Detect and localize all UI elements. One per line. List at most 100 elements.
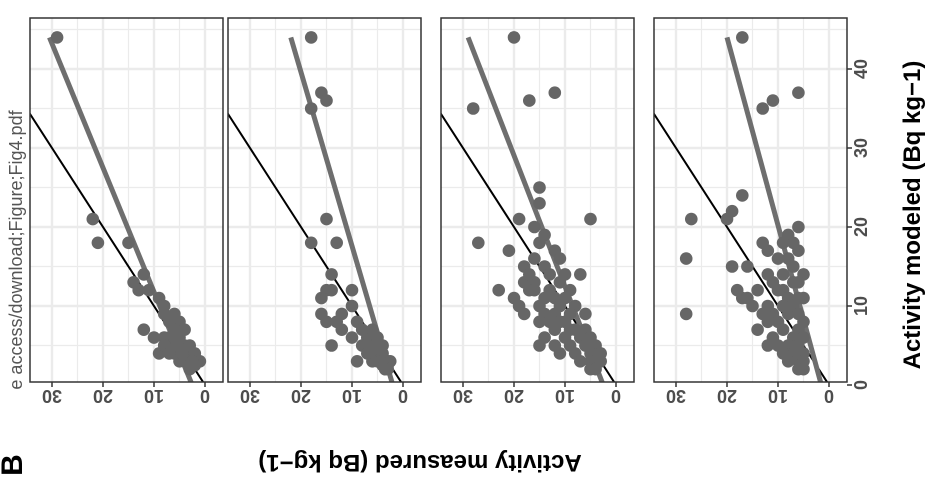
data-point — [507, 31, 521, 44]
data-point — [325, 283, 338, 297]
data-point — [553, 252, 567, 265]
data-point — [502, 244, 516, 257]
panel-background — [654, 18, 847, 382]
y-tick-label: 10 — [144, 386, 164, 406]
data-point — [523, 94, 536, 107]
data-point — [543, 268, 556, 281]
data-point — [163, 347, 176, 360]
data-point — [776, 323, 790, 337]
panel-border — [29, 17, 224, 383]
x-tick-label: 0 — [851, 380, 871, 390]
y-tick-label: 30 — [240, 386, 260, 406]
panel-plot-area — [30, 18, 223, 382]
data-point — [528, 252, 541, 265]
data-point — [766, 94, 780, 107]
y-tick-label: 20 — [291, 386, 311, 406]
data-point — [634, 244, 647, 257]
data-point — [771, 283, 785, 297]
y-axis-title: Activity measured (Bq kg−1) — [258, 449, 581, 476]
panel-border — [227, 17, 422, 383]
data-point — [736, 189, 749, 202]
panel-4: 0 10 20 30 — [634, 17, 848, 406]
data-point — [797, 362, 810, 376]
data-point — [761, 339, 775, 352]
y-tick-label: 30 — [453, 386, 473, 406]
data-point — [320, 315, 333, 329]
data-point — [679, 307, 693, 321]
data-point — [361, 347, 374, 360]
panel-plot-area — [634, 18, 847, 382]
data-point — [720, 212, 734, 226]
panel-3: 0 10 20 30 — [440, 17, 635, 406]
y-tick-label: 0 — [200, 386, 210, 406]
y-tick-label: 10 — [342, 386, 362, 406]
data-point — [304, 102, 318, 115]
data-point — [132, 283, 145, 297]
data-point — [345, 299, 359, 313]
data-point — [528, 283, 541, 297]
data-point — [533, 315, 546, 329]
data-point — [335, 323, 349, 337]
data-point — [523, 268, 536, 281]
data-point — [304, 31, 318, 44]
data-point — [756, 102, 769, 115]
data-point — [147, 331, 161, 344]
y-tick-label: 0 — [824, 386, 834, 406]
data-point — [320, 212, 333, 226]
data-point — [142, 283, 156, 297]
y-tick-label: 20 — [93, 386, 113, 406]
data-point — [528, 220, 541, 234]
data-point — [548, 86, 562, 99]
y-tick-label: 30 — [42, 386, 62, 406]
data-point — [584, 212, 597, 226]
data-point — [50, 31, 64, 44]
data-point — [533, 339, 546, 352]
data-point — [137, 268, 151, 281]
y-tick-label: 20 — [717, 386, 737, 406]
data-point — [492, 283, 506, 297]
data-point — [517, 307, 531, 321]
data-point — [579, 307, 592, 321]
data-point — [574, 355, 587, 368]
data-point — [137, 323, 151, 337]
panel-background — [30, 18, 223, 382]
data-point — [168, 331, 181, 344]
data-point — [792, 86, 805, 99]
x-tick-label: 30 — [851, 138, 871, 158]
data-point — [792, 276, 805, 289]
data-point — [736, 31, 749, 44]
panel-plot-area — [228, 18, 421, 382]
data-point — [325, 339, 338, 352]
panel-plot-area — [441, 18, 634, 382]
data-point — [761, 299, 775, 313]
data-point — [533, 181, 546, 194]
y-tick-label: 0 — [398, 386, 408, 406]
data-point — [320, 94, 333, 107]
data-point — [741, 260, 754, 273]
data-point — [776, 236, 790, 250]
x-tick-label: 20 — [851, 217, 871, 237]
x-tick-label: 40 — [851, 59, 871, 79]
data-point — [507, 291, 521, 305]
data-point — [466, 102, 480, 115]
data-point — [751, 283, 764, 297]
y-tick-label: 30 — [666, 386, 686, 406]
panel-letter: B — [0, 454, 29, 476]
data-point — [771, 252, 785, 265]
data-point — [304, 236, 318, 250]
data-point — [792, 220, 805, 234]
data-point — [787, 260, 800, 273]
y-tick-label: 10 — [555, 386, 575, 406]
data-point — [533, 197, 546, 210]
x-tick-label: 10 — [851, 296, 871, 316]
panel-border — [440, 17, 635, 383]
data-point — [330, 236, 344, 250]
data-point — [781, 355, 795, 368]
data-point — [91, 236, 105, 250]
data-point — [776, 268, 790, 281]
data-point — [86, 212, 100, 226]
x-axis-title: Activity modeled (Bq kg−1) — [899, 61, 926, 370]
data-point — [741, 291, 754, 305]
data-point — [781, 307, 795, 321]
